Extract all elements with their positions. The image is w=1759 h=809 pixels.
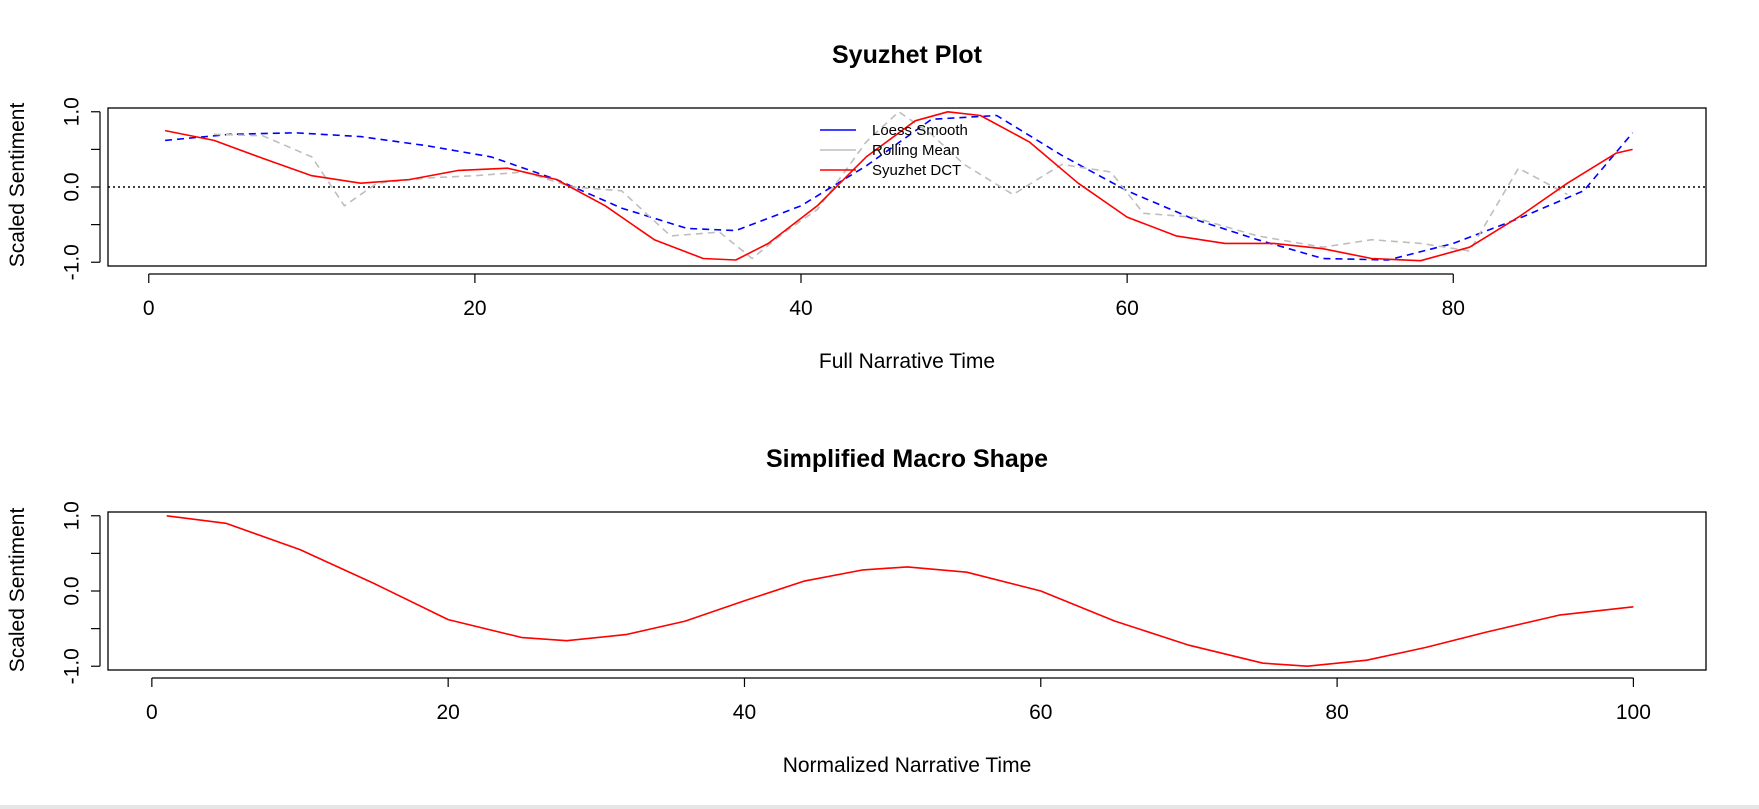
x-axis: 0 20 40 60 80 100: [146, 677, 1651, 724]
y-tick-label: -1.0: [61, 244, 84, 280]
y-axis: 1.0 0.0 -1.0: [61, 97, 101, 280]
y-axis-label: Scaled Sentiment: [6, 508, 29, 673]
x-tick-label: 20: [463, 297, 486, 320]
window-bottom-edge: [0, 805, 1759, 809]
macro-shape-panel: Simplified Macro Shape Normalized Narrat…: [6, 445, 1707, 777]
x-tick-label: 100: [1616, 701, 1651, 724]
plot-lines: [166, 515, 1634, 668]
series-line-0: [166, 515, 1634, 668]
y-tick-label: 1.0: [61, 97, 84, 126]
plot-lines: [108, 111, 1706, 262]
x-tick-label: 20: [436, 701, 459, 724]
x-tick-label: 0: [143, 297, 155, 320]
legend-label: Rolling Mean: [872, 142, 960, 159]
y-tick-label: -1.0: [61, 648, 84, 684]
x-axis: 0 20 40 60 80: [143, 273, 1465, 320]
y-tick-label: 1.0: [61, 501, 84, 530]
x-tick-label: 60: [1029, 701, 1052, 724]
y-tick-label: 0.0: [61, 576, 84, 605]
x-tick-label: 40: [789, 297, 812, 320]
legend: Loess Smooth Rolling Mean Syuzhet DCT: [820, 122, 968, 179]
legend-label: Syuzhet DCT: [872, 162, 961, 179]
y-axis: 1.0 0.0 -1.0: [61, 501, 101, 684]
chart-title: Syuzhet Plot: [832, 41, 983, 69]
x-tick-label: 0: [146, 701, 158, 724]
y-axis-label: Scaled Sentiment: [6, 103, 29, 268]
x-tick-label: 80: [1325, 701, 1348, 724]
x-axis-label: Full Narrative Time: [819, 350, 995, 373]
plot-frame: [107, 511, 1707, 671]
x-tick-label: 40: [733, 701, 756, 724]
x-tick-label: 60: [1115, 297, 1138, 320]
x-axis-label: Normalized Narrative Time: [783, 754, 1032, 777]
series-line-2: [164, 111, 1633, 262]
series-line-1: [213, 111, 1568, 260]
syuzhet-plot-panel: Syuzhet Plot Full Narrative Time Scaled …: [6, 41, 1707, 373]
x-tick-label: 80: [1442, 297, 1465, 320]
chart-title: Simplified Macro Shape: [766, 445, 1048, 473]
y-tick-label: 0.0: [61, 172, 84, 201]
legend-label: Loess Smooth: [872, 122, 968, 139]
series-line-0: [165, 114, 1634, 261]
